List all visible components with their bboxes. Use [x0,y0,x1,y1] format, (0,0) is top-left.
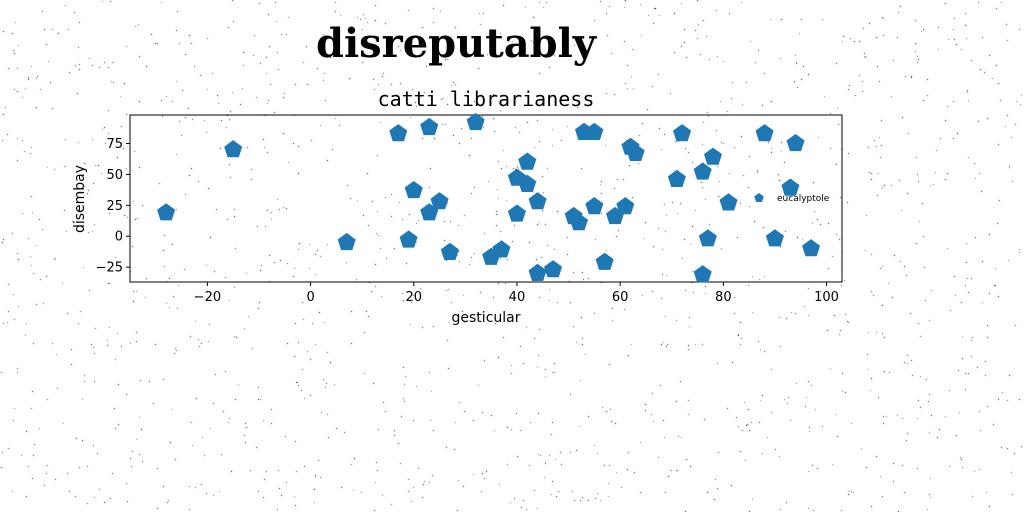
x-axis-label: gesticular [452,310,521,326]
legend-label: eucalyptole [777,194,830,204]
data-point [338,233,356,250]
data-point [389,124,407,141]
chart-title: disreputably [316,20,598,67]
data-point [720,193,738,210]
data-point [787,134,805,151]
data-point [585,197,603,214]
data-point [518,153,536,170]
x-tick-label: −20 [194,290,221,305]
data-point [704,148,722,165]
data-point [400,230,418,247]
data-point [699,229,717,246]
data-point [802,239,820,256]
data-point [694,162,712,179]
x-tick-label: 40 [509,290,526,305]
legend: eucalyptole [754,193,830,204]
legend-marker [754,193,764,202]
data-point [431,192,449,209]
x-tick-label: 20 [405,290,422,305]
data-point [529,264,547,281]
y-tick-label: 0 [115,230,123,245]
data-point [492,240,510,257]
chart-subtitle: catti librarianess [378,87,595,111]
y-tick-label: 75 [106,137,123,152]
data-point [544,260,562,277]
data-point [508,205,526,222]
data-point [668,170,686,187]
data-point [766,229,784,246]
data-point [756,124,774,141]
data-point [405,181,423,198]
data-point [157,203,175,220]
data-point [585,123,603,140]
data-point [673,124,691,141]
legend-marker-icon [754,193,764,202]
plot-area: −20 0 20 40 60 80 100 −25 0 25 50 75 [96,113,842,305]
y-tick-label: −25 [96,261,123,276]
y-tick-label: 50 [106,168,123,183]
y-tick-label: 25 [106,199,123,214]
data-point [224,140,242,157]
x-tick-label: 100 [814,290,839,305]
data-point [529,192,547,209]
x-tick-label: 60 [612,290,629,305]
x-tick-label: 0 [306,290,314,305]
data-point [616,197,634,214]
data-point [441,243,459,260]
data-point [596,253,614,270]
x-tick-label: 80 [715,290,732,305]
y-axis-label: disembay [72,165,88,233]
data-point [694,265,712,282]
data-point [420,118,438,135]
